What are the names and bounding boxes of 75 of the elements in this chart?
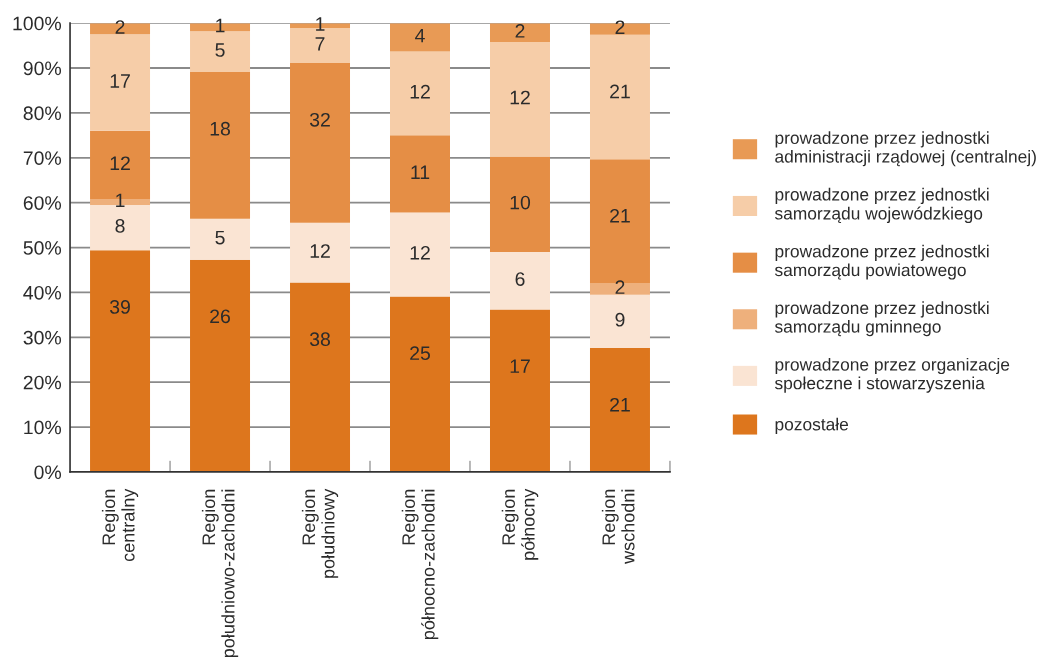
bar (390, 296, 450, 472)
annotation: 12 (110, 156, 130, 170)
annotation: 2 (115, 20, 125, 34)
annotation: 21 (610, 208, 630, 223)
annotation: 32 (309, 112, 330, 127)
y-tick-label: 90% (23, 61, 62, 76)
y-tick-label: 10% (24, 420, 62, 435)
bar (390, 212, 450, 297)
x-tick-label: Region północno-zachodni (401, 489, 439, 640)
annotation: 17 (110, 74, 130, 88)
bar (490, 252, 550, 310)
legend-label: prowadzone przez jednostki samorządu powiatowego (774, 244, 989, 280)
annotation: 1 (116, 193, 125, 208)
annotation: 5 (215, 43, 225, 57)
y-tick-label: 20% (23, 375, 62, 390)
bar (190, 31, 251, 73)
annotation: 12 (510, 90, 530, 105)
y-tick-label: 80% (23, 106, 62, 121)
y-tick-label: 30% (23, 330, 62, 345)
bar (490, 23, 550, 42)
bar (490, 156, 550, 253)
annotation: 12 (410, 245, 430, 260)
annotation: 6 (515, 272, 525, 286)
annotation: 18 (210, 121, 230, 136)
legend-label: pozostałe (775, 417, 849, 434)
legend-label: prowadzone przez jednostki administracji rządowej (centralnej) (775, 131, 1036, 167)
bar (190, 218, 251, 260)
bar (490, 309, 550, 472)
annotation: 17 (510, 359, 530, 373)
bar (90, 34, 151, 131)
annotation: 2 (615, 280, 625, 294)
bar (90, 250, 151, 472)
bar (390, 51, 450, 136)
annotation: 2 (615, 20, 625, 34)
x-tick-label: Region centralny (101, 488, 139, 562)
x-tick-label: Region południowy (301, 488, 339, 578)
annotation: 38 (309, 332, 330, 347)
y-tick-label: 100% (13, 16, 62, 31)
bar (390, 23, 450, 52)
annotation: 12 (410, 84, 430, 99)
legend-label: prowadzone przez jednostki samorządu gminnego (774, 301, 989, 337)
x-tick-label: Region wschodni (601, 489, 635, 564)
bar (190, 259, 251, 472)
annotation: 5 (215, 230, 225, 245)
annotation: 10 (510, 195, 531, 210)
annotation: 7 (315, 37, 325, 51)
annotation: 8 (115, 219, 125, 233)
legend-label: prowadzone przez organizacje społeczne i stowarzyszenia (774, 357, 1010, 393)
annotation: 2 (515, 24, 525, 38)
legend-label: prowadzone przez jednostki samorządu wojewódzkiego (774, 187, 989, 224)
annotation: 4 (415, 28, 425, 43)
bar (290, 222, 351, 283)
annotation: 21 (610, 84, 630, 99)
bar (290, 63, 351, 223)
annotation: 39 (109, 300, 130, 314)
bar (589, 348, 650, 472)
bar (390, 135, 450, 213)
y-tick-label: 0% (34, 465, 62, 480)
annotation: 9 (615, 312, 625, 327)
annotation: 11 (411, 165, 430, 179)
annotation: 12 (310, 244, 330, 258)
x-tick-label: Region południowo-zachodni (201, 489, 239, 658)
y-tick-label: 70% (23, 151, 62, 166)
annotation: 26 (210, 309, 230, 324)
bar (490, 41, 550, 157)
bar (190, 72, 251, 219)
annotation: 21 (610, 397, 630, 412)
bar (589, 34, 650, 160)
annotation: 25 (410, 346, 430, 361)
y-tick-label: 60% (23, 196, 62, 210)
y-tick-label: 50% (23, 241, 62, 255)
bar (589, 294, 650, 349)
x-tick-label: Region północny (501, 488, 539, 560)
y-tick-label: 40% (23, 285, 62, 300)
bar (290, 282, 351, 472)
